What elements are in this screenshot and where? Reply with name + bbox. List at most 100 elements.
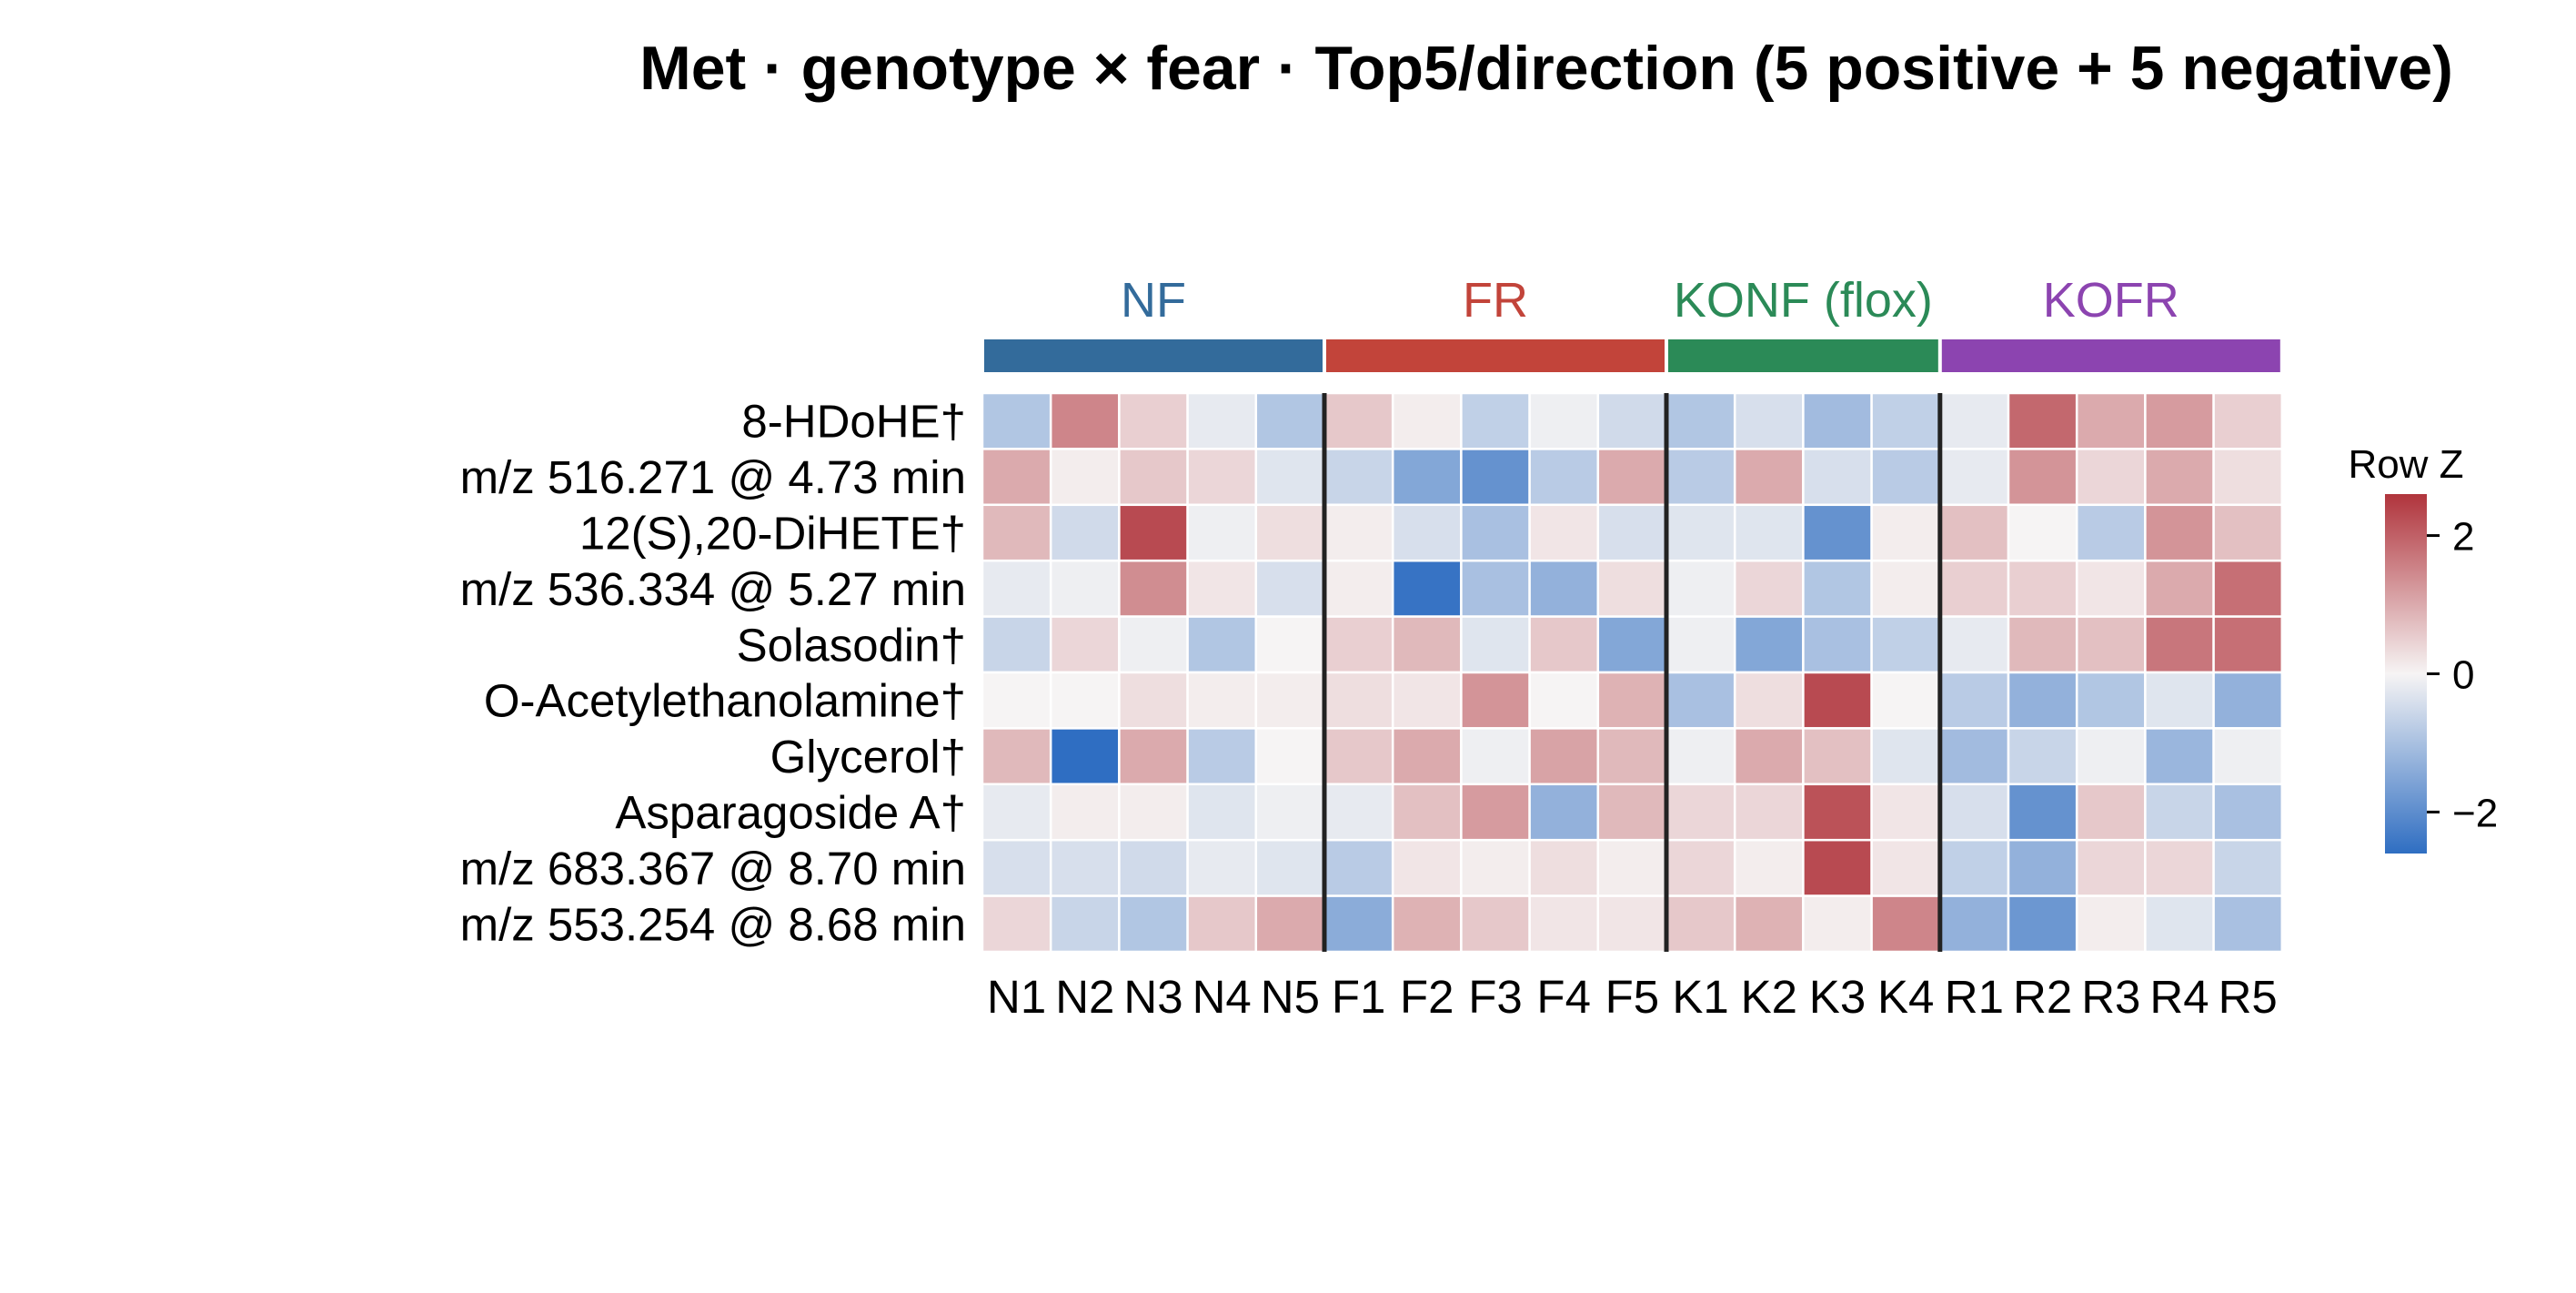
column-label: F5: [1605, 971, 1660, 1023]
heatmap-cell: [1665, 559, 1736, 618]
colorbar-tick-label: −2: [2452, 791, 2498, 835]
colorbar-tick-label: 2: [2452, 515, 2474, 560]
heatmap-cell: [1665, 615, 1736, 674]
column-label: F4: [1536, 971, 1591, 1023]
heatmap-cell: [981, 838, 1052, 897]
heatmap-cell: [1870, 503, 1942, 562]
heatmap-cell: [2007, 838, 2078, 897]
column-label: R2: [2013, 971, 2072, 1023]
heatmap-cell: [1049, 838, 1121, 897]
heatmap-cell: [981, 783, 1052, 842]
heatmap-cell: [1733, 559, 1805, 618]
row-label: 12(S),20-DiHETE†: [579, 508, 966, 560]
heatmap-cell: [1733, 615, 1805, 674]
heatmap-cell: [1323, 894, 1394, 954]
column-label: R3: [2081, 971, 2140, 1023]
heatmap-cell: [1186, 503, 1258, 562]
heatmap-cell: [1802, 448, 1873, 507]
heatmap-cell: [1186, 783, 1258, 842]
heatmap-cell: [1391, 838, 1463, 897]
column-label: F2: [1400, 971, 1454, 1023]
heatmap-cell: [1870, 448, 1942, 507]
heatmap-cell: [2007, 727, 2078, 786]
heatmap-cell: [1391, 783, 1463, 842]
heatmap-cell: [1665, 448, 1736, 507]
heatmap-cell: [1391, 391, 1463, 450]
heatmap-cell: [2007, 391, 2078, 450]
heatmap-cell: [2075, 615, 2147, 674]
heatmap-cell: [1938, 559, 2010, 618]
heatmap-cell: [1938, 615, 2010, 674]
heatmap-cell: [2212, 391, 2284, 450]
heatmap-cell: [2007, 559, 2078, 618]
heatmap-cell: [1528, 391, 1600, 450]
column-label: R4: [2149, 971, 2209, 1023]
heatmap-cell: [2075, 448, 2147, 507]
heatmap-cell: [1528, 727, 1600, 786]
heatmap-cell: [2144, 783, 2215, 842]
heatmap-cell: [1870, 559, 1942, 618]
heatmap-cell: [1665, 391, 1736, 450]
heatmap-cell: [1733, 727, 1805, 786]
heatmap-cell: [1596, 615, 1668, 674]
heatmap-cell: [1528, 559, 1600, 618]
heatmap-cell: [1049, 615, 1121, 674]
heatmap-cell: [1254, 671, 1326, 730]
group-bar-nf: [984, 339, 1323, 372]
heatmap-cell: [1938, 727, 2010, 786]
heatmap-cell: [1870, 727, 1942, 786]
heatmap-cell: [1186, 894, 1258, 954]
heatmap-cell: [1049, 727, 1121, 786]
heatmap-cell: [1870, 894, 1942, 954]
heatmap-cell: [1938, 391, 2010, 450]
heatmap-cell: [1596, 727, 1668, 786]
group-separators: [1322, 393, 1943, 952]
row-label: O-Acetylethanolamine†: [484, 675, 966, 727]
heatmap-cell: [1733, 391, 1805, 450]
heatmap-cell: [1254, 783, 1326, 842]
heatmap-cell: [1733, 838, 1805, 897]
heatmap-cell: [1186, 727, 1258, 786]
heatmap-cell: [2144, 503, 2215, 562]
heatmap-cell: [1938, 503, 2010, 562]
row-label: m/z 516.271 @ 4.73 min: [460, 451, 966, 503]
heatmap-cell: [2144, 671, 2215, 730]
heatmap-cell: [1118, 559, 1189, 618]
group-label: FR: [1463, 273, 1528, 328]
heatmap-cell: [2007, 894, 2078, 954]
heatmap-cell: [1254, 391, 1326, 450]
heatmap-cell: [2212, 727, 2284, 786]
heatmap-cell: [1118, 448, 1189, 507]
heatmap-cell: [1665, 783, 1736, 842]
heatmap-cell: [1528, 503, 1600, 562]
heatmap-cell: [2212, 615, 2284, 674]
heatmap-cell: [1254, 838, 1326, 897]
column-label: K3: [1809, 971, 1866, 1023]
heatmap-cell: [1118, 727, 1189, 786]
column-label: N5: [1261, 971, 1320, 1023]
group-annotation-layer: NF FR KONF (flox) KOFR: [984, 273, 2280, 372]
heatmap-cell: [1596, 894, 1668, 954]
heatmap-cell: [1323, 783, 1394, 842]
heatmap-cell: [1254, 727, 1326, 786]
column-label: K1: [1672, 971, 1728, 1023]
heatmap-cell: [1802, 671, 1873, 730]
heatmap-cell: [1391, 559, 1463, 618]
heatmap-cell: [981, 559, 1052, 618]
heatmap-cell: [1665, 671, 1736, 730]
heatmap-cell: [2144, 727, 2215, 786]
heatmap-cell: [2144, 448, 2215, 507]
heatmap-cell: [1391, 894, 1463, 954]
heatmap-cell: [1596, 671, 1668, 730]
heatmap-cell: [1254, 894, 1326, 954]
heatmap-cell: [2212, 838, 2284, 897]
heatmap-cell: [1733, 448, 1805, 507]
heatmap-cell: [1596, 559, 1668, 618]
heatmap-cell: [1460, 391, 1531, 450]
heatmap-cell: [1460, 838, 1531, 897]
heatmap-cell: [981, 448, 1052, 507]
heatmap-cell: [1938, 894, 2010, 954]
column-label: K4: [1877, 971, 1934, 1023]
heatmap-cell: [2075, 783, 2147, 842]
